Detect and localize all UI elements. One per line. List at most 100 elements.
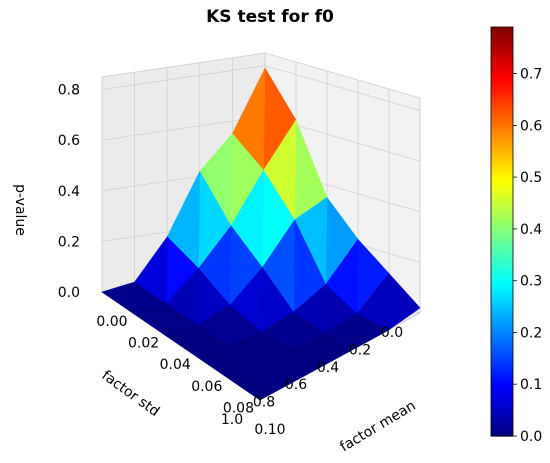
colorbar-band (491, 367, 513, 372)
colorbar-band (491, 57, 513, 62)
colorbar-band (491, 388, 513, 393)
colorbar-band (491, 204, 513, 209)
colorbar-band (491, 95, 513, 100)
colorbar-band (491, 88, 513, 93)
colorbar-tick-label: 0.7 (520, 67, 542, 83)
colorbar-band (491, 101, 513, 106)
x-axis-label: factor mean (337, 398, 418, 456)
y-tick-label: 0.0 (381, 325, 403, 341)
colorbar-band (491, 200, 513, 205)
colorbar-band (491, 371, 513, 376)
colorbar-band (491, 323, 513, 328)
colorbar-band (491, 289, 513, 294)
colorbar-band (491, 248, 513, 253)
z-tick-label: 0.2 (58, 234, 80, 250)
colorbar-band (491, 401, 513, 406)
colorbar-band (491, 296, 513, 301)
colorbar-band (491, 326, 513, 331)
colorbar-band (491, 299, 513, 304)
colorbar-band (491, 275, 513, 280)
colorbar-band (491, 81, 513, 86)
colorbar-band (491, 340, 513, 345)
colorbar-band (491, 156, 513, 161)
surface-facet (133, 303, 167, 336)
colorbar-band (491, 354, 513, 359)
x-tick-label: 0.06 (191, 379, 222, 395)
colorbar-band (491, 381, 513, 386)
colorbar-band (491, 187, 513, 192)
colorbar-band (491, 207, 513, 212)
colorbar-band (491, 47, 513, 52)
colorbar-band (491, 313, 513, 318)
x-tick-label: 0.10 (254, 422, 285, 438)
colorbar-band (491, 173, 513, 178)
x-tick-label: 0.08 (223, 400, 254, 416)
colorbar-band (491, 153, 513, 158)
colorbar-band (491, 432, 513, 437)
colorbar-band (491, 166, 513, 171)
colorbar-band (491, 211, 513, 216)
colorbar-band (491, 105, 513, 110)
colorbar-band (491, 391, 513, 396)
colorbar-band (491, 422, 513, 427)
colorbar-band (491, 27, 513, 32)
colorbar-band (491, 142, 513, 147)
colorbar-tick-label: 0.1 (520, 377, 542, 393)
colorbar-band (491, 316, 513, 321)
colorbar-band (491, 429, 513, 434)
colorbar-band (491, 50, 513, 55)
colorbar-band (491, 217, 513, 222)
colorbar-band (491, 286, 513, 291)
y-tick-label: 0.4 (317, 360, 339, 376)
colorbar-band (491, 197, 513, 202)
colorbar-band (491, 330, 513, 335)
colorbar-band (491, 245, 513, 250)
colorbar-band (491, 67, 513, 72)
colorbar-band (491, 44, 513, 49)
colorbar-band (491, 125, 513, 130)
colorbar-band (491, 279, 513, 284)
colorbar-band (491, 84, 513, 89)
colorbar-band (491, 343, 513, 348)
colorbar-band (491, 132, 513, 137)
colorbar-band (491, 136, 513, 141)
colorbar-tick-label: 0.2 (520, 326, 542, 342)
colorbar-band (491, 418, 513, 423)
colorbar-band (491, 292, 513, 297)
chart-title: KS test for f0 (206, 7, 334, 27)
colorbar-band (491, 30, 513, 35)
z-tick-label: 0.4 (58, 184, 80, 200)
colorbar-band (491, 176, 513, 181)
colorbar-band (491, 61, 513, 66)
colorbar-band (491, 54, 513, 59)
axis-ticks: 0.000.020.040.060.080.10 0.0 0.2 0.4 0.6 0.8 1… (58, 83, 403, 438)
colorbar-band (491, 364, 513, 369)
y-tick-label: 0.8 (253, 395, 275, 411)
colorbar-band (491, 361, 513, 366)
colorbar-band (491, 255, 513, 260)
colorbar-band (491, 374, 513, 379)
colorbar-band (491, 115, 513, 120)
colorbar-band (491, 163, 513, 168)
y-axis-label: factor std (98, 368, 162, 420)
colorbar-band (491, 40, 513, 45)
colorbar-band (491, 408, 513, 413)
colorbar-band (491, 347, 513, 352)
colorbar: 0.0 0.1 0.2 0.3 0.4 0.5 0.6 0.7 (490, 26, 542, 445)
colorbar-band (491, 265, 513, 270)
colorbar-band (491, 415, 513, 420)
colorbar-band (491, 357, 513, 362)
colorbar-band (491, 139, 513, 144)
surface-plot (101, 67, 421, 401)
colorbar-band (491, 309, 513, 314)
colorbar-band (491, 159, 513, 164)
colorbar-band (491, 412, 513, 417)
colorbar-band (491, 33, 513, 38)
colorbar-band (491, 378, 513, 383)
colorbar-band (491, 228, 513, 233)
gridline-z (101, 65, 421, 111)
colorbar-tick-label: 0.4 (520, 222, 542, 238)
colorbar-tick-label: 0.0 (520, 429, 542, 445)
colorbar-band (491, 146, 513, 151)
